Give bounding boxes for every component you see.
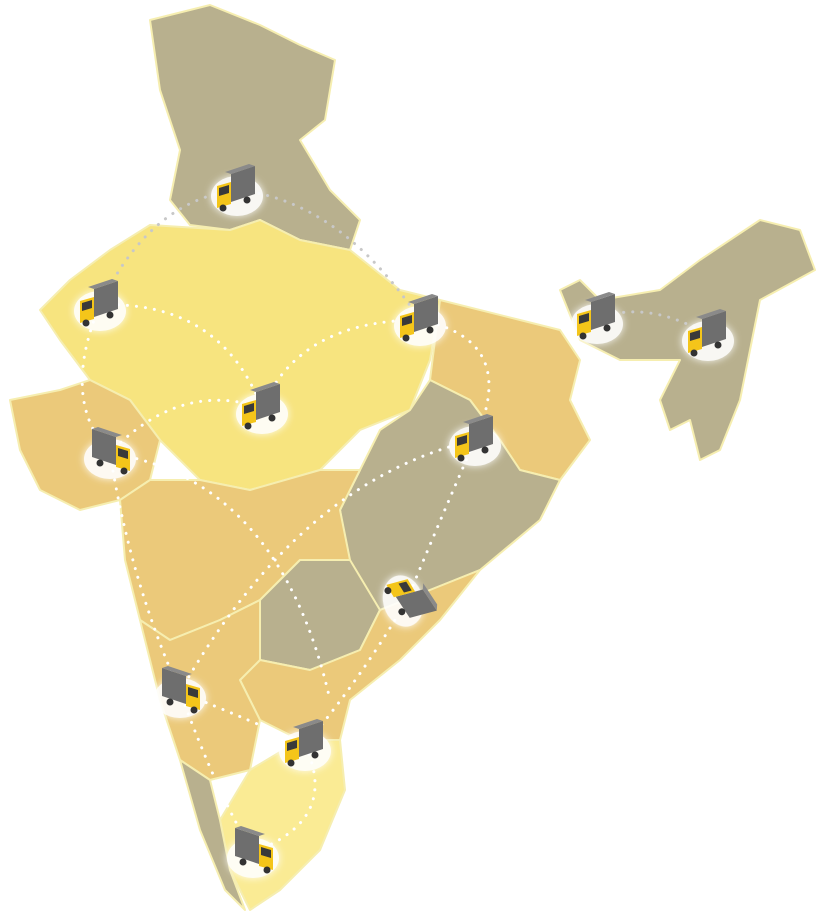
route-ne <box>595 310 710 337</box>
region-kerala <box>179 759 246 911</box>
route-cross <box>108 438 477 747</box>
region-north <box>149 4 361 251</box>
route-south <box>108 451 409 854</box>
